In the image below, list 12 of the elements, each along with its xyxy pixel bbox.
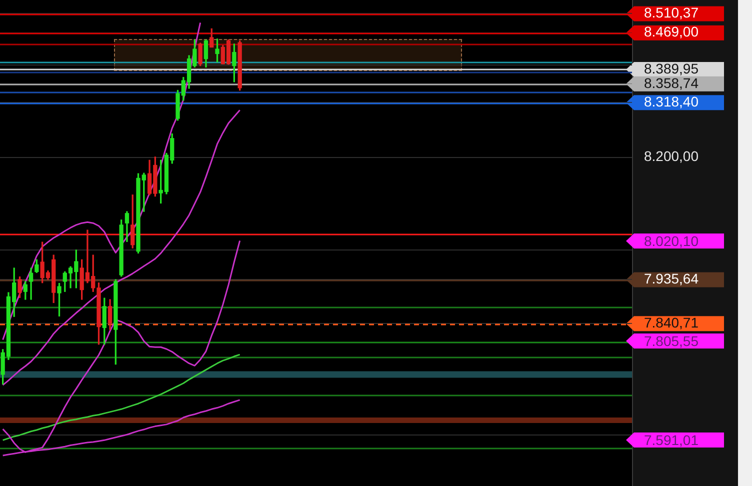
y-tick-label: 7.935,64 (644, 270, 699, 287)
candlestick (28, 268, 34, 300)
y-tick-label: 8.389,95 (644, 60, 699, 76)
y-tick-label: 8.469,00 (644, 24, 699, 40)
y-tick-label: 8.358,74 (644, 74, 699, 91)
text: 8.020,10 (644, 232, 699, 249)
y-tick-label: 7.840,71 (644, 314, 699, 331)
text: 7.805,55 (644, 332, 699, 349)
y-tick-label: 8.200,00 (644, 148, 699, 164)
y-tick-label: 8.510,37 (644, 4, 699, 21)
text: 7.591,01 (644, 432, 699, 448)
y-tick-label: 8.318,40 (644, 93, 699, 110)
